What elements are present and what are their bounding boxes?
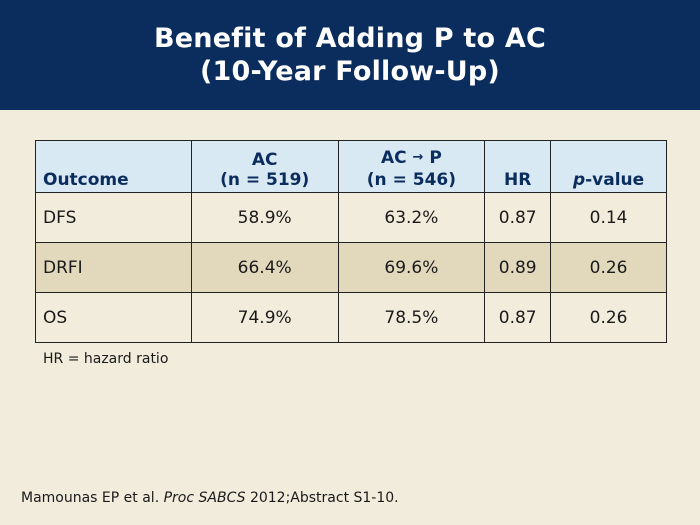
cell-p-value: 0.26 [550,242,667,293]
citation-details: 2012;Abstract S1-10. [249,490,399,506]
cell-ac: 74.9% [190,292,339,343]
header-hr: HR [484,140,552,193]
table-row: DRFI 66.4% 69.6% 0.89 0.26 [35,242,667,293]
cell-outcome: OS [35,292,192,343]
cell-p-value: 0.26 [550,292,667,343]
header-ac-p-name: AC → P [339,148,485,170]
footnote: HR = hazard ratio [43,351,169,367]
cell-ac: 66.4% [190,242,339,293]
header-ac: AC (n = 519) [190,140,339,193]
citation-journal: Proc SABCS [163,490,246,506]
cell-ac-p: 69.6% [337,242,486,293]
header-ac-n: (n = 519) [220,170,310,190]
cell-ac-p: 78.5% [337,292,486,343]
header-outcome: Outcome [35,140,192,193]
right-arrow-icon: → [412,150,424,165]
cell-p-value: 0.14 [550,192,667,243]
cell-outcome: DRFI [35,242,192,293]
results-table: Outcome AC (n = 519) AC → P (n = 546) HR… [35,140,667,343]
slide-title-line-1: Benefit of Adding P to AC [154,23,546,54]
header-ac-p-left: AC [380,148,407,168]
table-row: DFS 58.9% 63.2% 0.87 0.14 [35,192,667,243]
header-p-value: p-value [550,140,667,193]
cell-ac: 58.9% [190,192,339,243]
table-row: OS 74.9% 78.5% 0.87 0.26 [35,292,667,343]
slide-header: Benefit of Adding P to AC (10-Year Follo… [0,0,700,110]
header-ac-p: AC → P (n = 546) [337,140,486,193]
cell-hr: 0.87 [484,292,552,343]
cell-hr: 0.87 [484,192,552,243]
header-p-italic: p [572,170,586,190]
header-p-suffix: -value [585,170,645,190]
cell-ac-p: 63.2% [337,192,486,243]
citation: Mamounas EP et al. Proc SABCS 2012;Abstr… [21,490,399,506]
cell-outcome: DFS [35,192,192,243]
table-header-row: Outcome AC (n = 519) AC → P (n = 546) HR… [35,140,667,193]
header-ac-name: AC [251,150,278,170]
citation-authors: Mamounas EP et al. [21,490,160,506]
slide-title-line-2: (10-Year Follow-Up) [200,56,500,87]
header-ac-p-right: P [429,148,442,168]
header-ac-p-n: (n = 546) [366,170,456,190]
cell-hr: 0.89 [484,242,552,293]
